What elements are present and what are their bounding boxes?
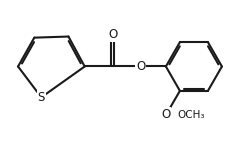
Text: O: O <box>161 108 171 121</box>
Text: O: O <box>136 60 145 73</box>
Text: OCH₃: OCH₃ <box>178 110 205 120</box>
Text: O: O <box>108 28 117 41</box>
Text: S: S <box>38 91 45 104</box>
